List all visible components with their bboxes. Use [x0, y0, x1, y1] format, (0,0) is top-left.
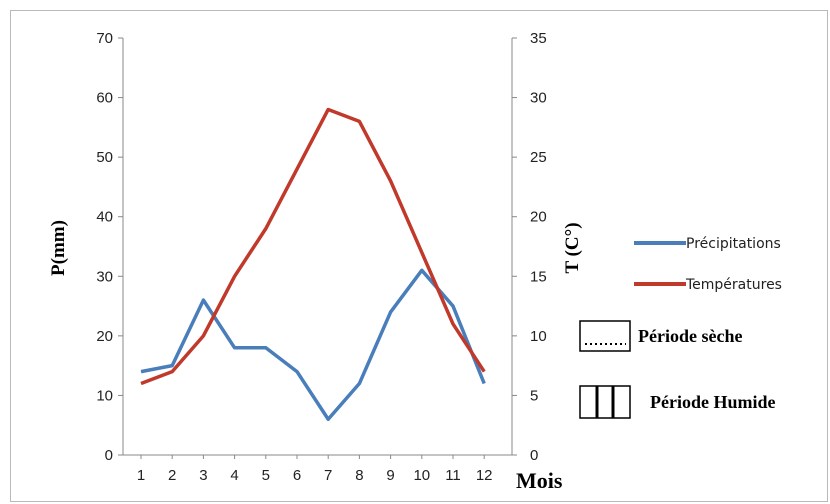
left-axis-title: P(mm): [48, 220, 69, 276]
legend-wet-swatch: [579, 385, 631, 419]
left-y-tick-label: 10: [96, 387, 113, 404]
right-y-tick-label: 25: [530, 149, 547, 166]
left-y-tick-label: 40: [96, 209, 113, 226]
right-y-tick-label: 5: [530, 387, 538, 404]
x-tick-label: 1: [137, 467, 145, 484]
temperature-line: [140, 107, 486, 386]
x-tick-label: 12: [476, 467, 493, 484]
right-axis-title: T (C°): [562, 222, 583, 273]
precipitation-line: [140, 268, 486, 422]
left-y-tick-label: 30: [96, 268, 113, 285]
left-y-tick-label: 50: [96, 149, 113, 166]
x-tick-label: 2: [168, 467, 176, 484]
chart-frame: [10, 10, 828, 502]
legend-dry-swatch: [579, 320, 631, 352]
right-y-ticks: 0 5 10 15 20 25 30 35: [512, 30, 547, 464]
right-y-tick-label: 35: [530, 30, 547, 47]
x-tick-label: 6: [293, 467, 301, 484]
left-y-tick-label: 60: [96, 90, 113, 107]
left-y-tick-label: 70: [96, 30, 113, 47]
legend-dry-label: Période sèche: [638, 326, 742, 346]
left-y-ticks: 0 10 20 30 40 50 60 70: [96, 30, 123, 464]
x-tick-label: 11: [445, 467, 461, 484]
x-ticks: 1 2 3 4 5 6 7 8 9 10 11 12: [137, 455, 493, 484]
x-tick-label: 5: [262, 467, 270, 484]
x-tick-label: 4: [230, 467, 238, 484]
left-y-tick-label: 0: [105, 447, 113, 464]
legend: Précipitations Températures Période sèch…: [579, 236, 782, 419]
right-y-tick-label: 20: [530, 209, 547, 226]
legend-temperature-label: Températures: [685, 277, 782, 293]
x-tick-label: 7: [324, 467, 332, 484]
right-y-tick-label: 10: [530, 328, 547, 345]
right-y-tick-label: 15: [530, 268, 547, 285]
data-points: [140, 109, 485, 420]
x-tick-label: 10: [413, 467, 430, 484]
left-y-tick-label: 20: [96, 328, 113, 345]
x-axis-title: Mois: [516, 468, 563, 493]
legend-wet-label: Période Humide: [650, 392, 775, 412]
x-tick-label: 9: [386, 467, 394, 484]
right-y-tick-label: 0: [530, 447, 538, 464]
x-tick-label: 3: [199, 467, 207, 484]
right-y-tick-label: 30: [530, 90, 547, 107]
x-tick-label: 8: [355, 467, 363, 484]
legend-precipitation-label: Précipitations: [686, 236, 781, 252]
